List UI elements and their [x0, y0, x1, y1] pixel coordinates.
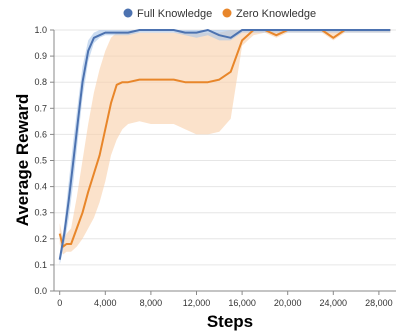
- legend-label-zero-knowledge: Zero Knowledge: [236, 8, 316, 20]
- y-tick-label: 0.2: [34, 234, 47, 244]
- series-line-full-knowledge: [58, 29, 391, 260]
- x-tick-label: 0: [57, 298, 62, 308]
- y-tick-label: 0.8: [34, 77, 47, 87]
- axes: 0.0 0.1 0.2 0.3 0.4 0.5 0.6 0.7 0.8 0.9 1.0 0 4,000 8…: [34, 25, 396, 308]
- legend-label-full-knowledge: Full Knowledge: [137, 8, 212, 20]
- x-tick-label: 24,000: [320, 298, 348, 308]
- x-tick-label: 4,000: [94, 298, 117, 308]
- y-axis-title: Average Reward: [13, 94, 32, 227]
- y-tick-label: 0.7: [34, 103, 47, 113]
- y-tick-label: 0.3: [34, 208, 47, 218]
- series-lines: [58, 29, 391, 260]
- confidence-bands: [59, 30, 391, 265]
- legend: Full Knowledge Zero Knowledge: [123, 8, 316, 20]
- y-tick-label: 1.0: [34, 25, 47, 35]
- x-tick-label: 20,000: [274, 298, 302, 308]
- x-tick-label: 16,000: [228, 298, 256, 308]
- x-tick-label: 8,000: [140, 298, 163, 308]
- legend-marker-zero-knowledge: [222, 8, 232, 18]
- y-tick-label: 0.0: [34, 286, 47, 296]
- y-tick-label: 0.9: [34, 51, 47, 61]
- x-tick-label: 28,000: [365, 298, 393, 308]
- y-tick-label: 0.5: [34, 156, 47, 166]
- y-tick-label: 0.1: [34, 260, 47, 270]
- confidence-band-zero-knowledge: [59, 30, 391, 255]
- x-axis-title: Steps: [207, 312, 253, 331]
- y-tick-label: 0.6: [34, 129, 47, 139]
- x-tick-label: 12,000: [183, 298, 211, 308]
- y-tick-label: 0.4: [34, 182, 47, 192]
- legend-marker-full-knowledge: [123, 8, 133, 18]
